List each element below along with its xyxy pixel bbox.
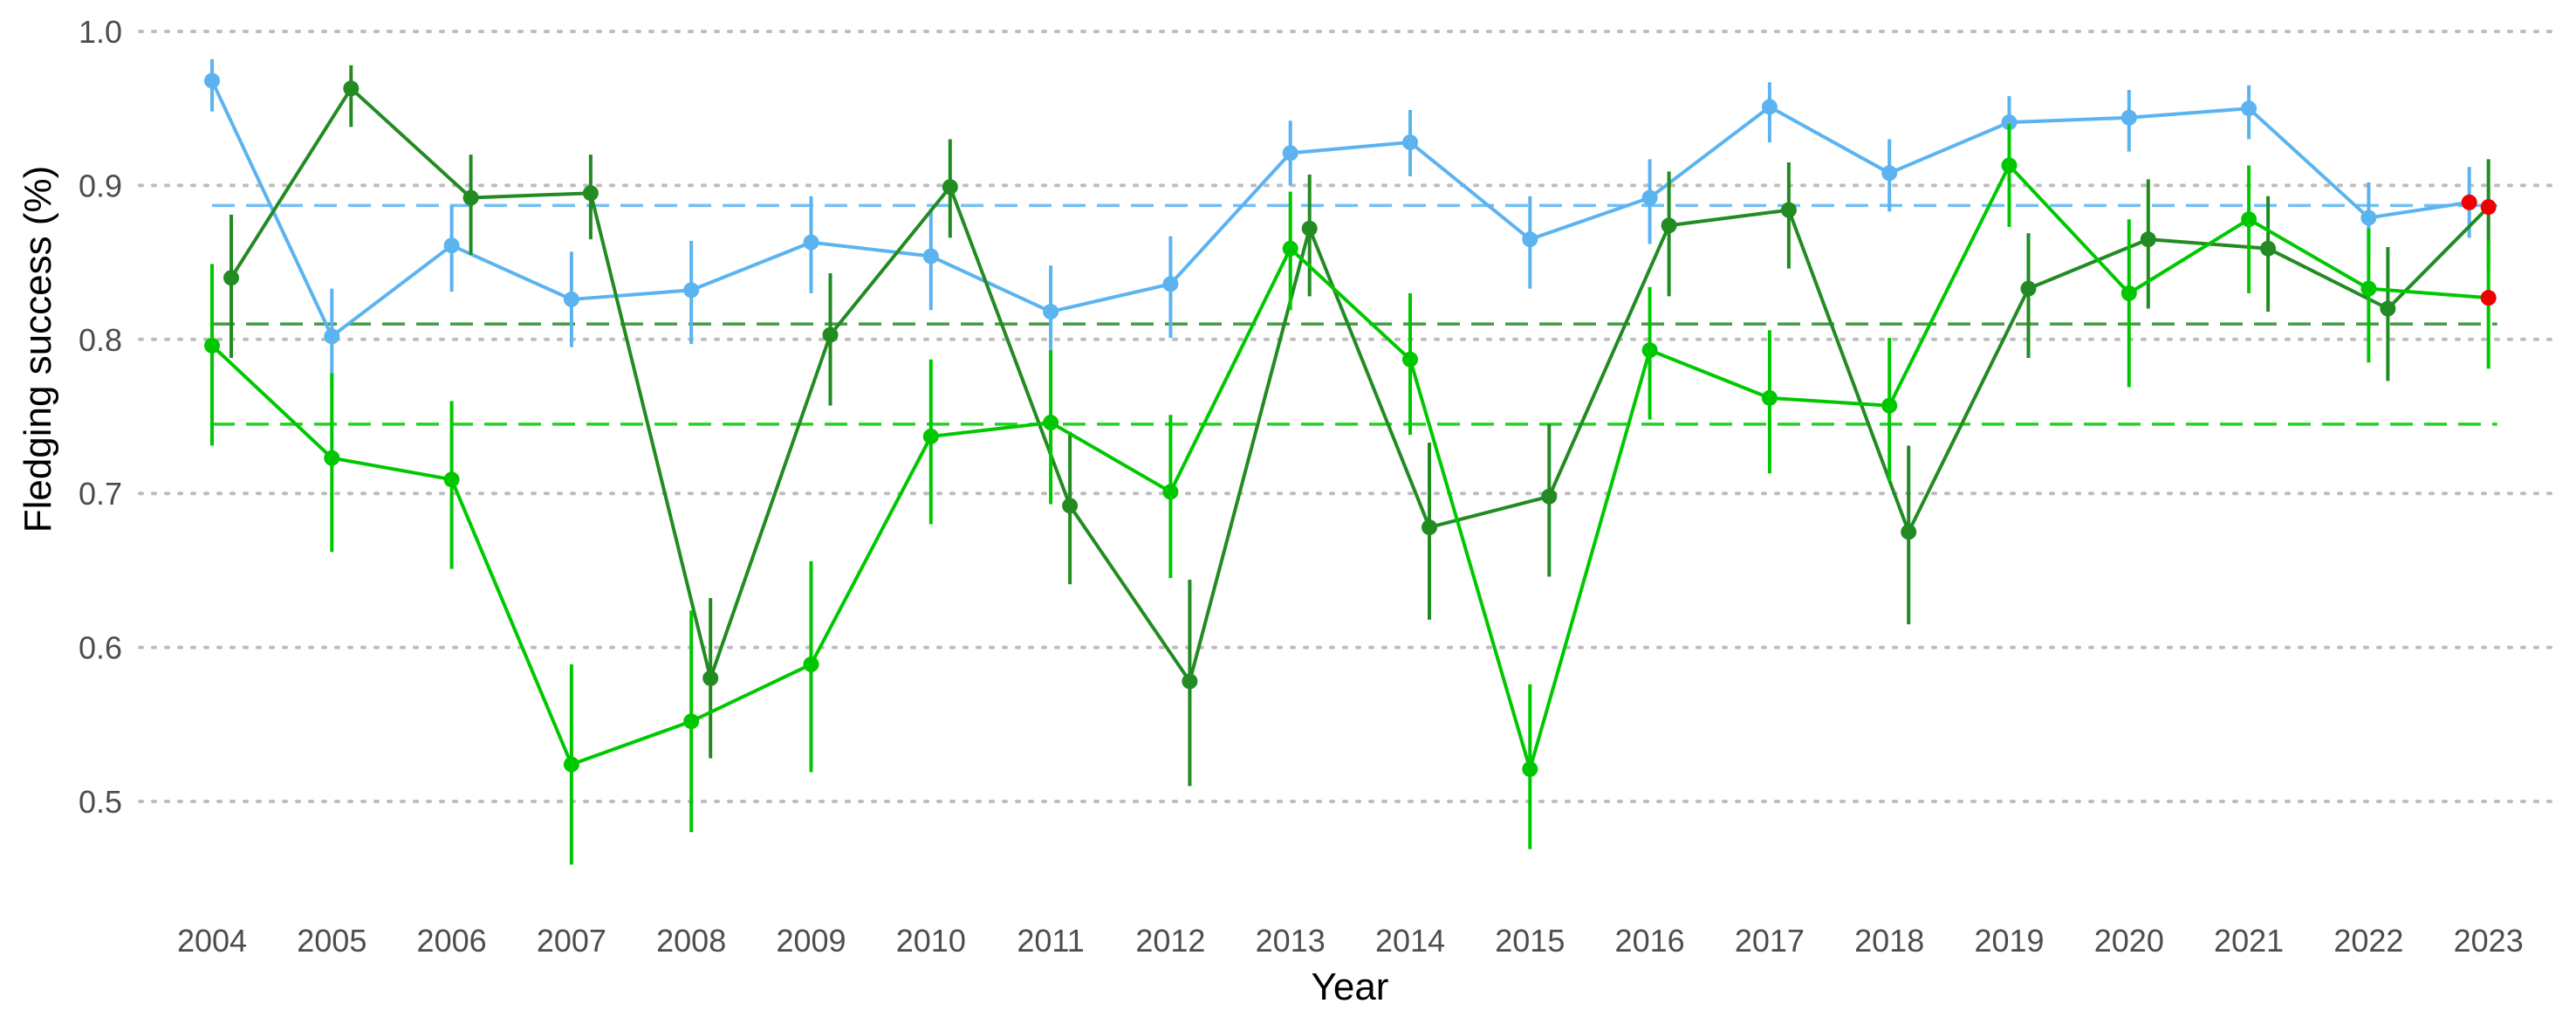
data-point <box>1301 220 1318 237</box>
data-point <box>1541 488 1558 505</box>
x-tick-label: 2007 <box>537 923 606 959</box>
highlight-point <box>2461 194 2477 210</box>
y-tick-label: 0.7 <box>79 476 122 512</box>
data-point <box>702 670 719 686</box>
data-point <box>1522 231 1538 248</box>
data-point <box>922 248 939 265</box>
data-point <box>1881 165 1898 182</box>
data-point <box>343 80 360 97</box>
x-tick-label: 2006 <box>417 923 487 959</box>
x-tick-label: 2004 <box>177 923 247 959</box>
x-tick-label: 2005 <box>297 923 367 959</box>
data-point <box>324 450 340 466</box>
x-tick-label: 2011 <box>1017 923 1084 959</box>
data-point <box>2120 109 2137 126</box>
data-point <box>1162 276 1179 292</box>
highlight-point <box>2480 199 2497 216</box>
data-point <box>1062 498 1079 514</box>
y-tick-label: 0.8 <box>79 322 122 358</box>
x-tick-label: 2013 <box>1256 923 1326 959</box>
x-tick-label: 2022 <box>2333 923 2403 959</box>
highlight-point <box>2480 290 2497 306</box>
series <box>204 123 2497 865</box>
y-tick-label: 0.9 <box>79 168 122 203</box>
x-tick-label: 2015 <box>1495 923 1565 959</box>
x-tick-label: 2020 <box>2094 923 2164 959</box>
data-point <box>942 179 958 196</box>
x-tick-label: 2016 <box>1615 923 1685 959</box>
data-point <box>1522 760 1538 777</box>
data-point <box>204 72 220 89</box>
data-point <box>2380 300 2396 317</box>
data-point <box>443 237 460 254</box>
data-point <box>2241 100 2257 117</box>
y-tick-label: 0.5 <box>79 784 122 820</box>
data-point <box>1780 202 1797 218</box>
data-point <box>683 713 700 730</box>
data-point <box>1761 389 1778 406</box>
x-tick-label: 2010 <box>896 923 966 959</box>
y-tick-label: 1.0 <box>79 14 122 50</box>
x-tick-label: 2014 <box>1375 923 1445 959</box>
series <box>223 65 2497 787</box>
data-point <box>1282 145 1298 162</box>
series-group <box>204 58 2497 865</box>
data-point <box>1881 397 1898 414</box>
data-point <box>1043 304 1059 320</box>
x-axis-title: Year <box>1312 966 1389 1008</box>
x-tick-label: 2012 <box>1135 923 1205 959</box>
x-tick-label: 2018 <box>1854 923 1924 959</box>
x-tick-label: 2021 <box>2214 923 2284 959</box>
data-point <box>443 471 460 488</box>
data-point <box>2001 157 2018 174</box>
data-point <box>223 270 239 286</box>
data-point <box>2241 211 2257 228</box>
data-point <box>922 428 939 444</box>
y-tick-label: 0.6 <box>79 630 122 666</box>
data-point <box>1402 351 1418 368</box>
data-point <box>822 326 839 343</box>
data-point <box>1282 240 1298 257</box>
data-point <box>324 328 340 345</box>
data-point <box>1901 524 1917 540</box>
data-point <box>1422 519 1437 536</box>
data-point <box>1641 342 1658 359</box>
data-point <box>803 234 819 251</box>
data-point <box>2260 240 2277 257</box>
data-point <box>2020 280 2037 297</box>
data-point <box>563 291 579 307</box>
gridlines <box>138 30 2563 803</box>
data-point <box>563 756 579 773</box>
data-point <box>1761 99 1778 115</box>
data-point <box>1162 484 1179 500</box>
data-point <box>2001 114 2018 131</box>
data-point <box>1661 217 1677 234</box>
y-axis-ticks: 0.5 0.6 0.7 0.8 0.9 1.0 <box>79 14 122 820</box>
data-point <box>2360 210 2377 226</box>
data-point <box>683 282 700 299</box>
x-tick-label: 2023 <box>2454 923 2524 959</box>
data-point <box>1182 673 1198 690</box>
data-point <box>582 185 599 202</box>
data-point <box>204 337 220 354</box>
data-point <box>2120 285 2137 301</box>
x-tick-label: 2017 <box>1735 923 1805 959</box>
series-line <box>230 86 2490 684</box>
x-axis-ticks: 2004 2005 2006 2007 2008 2009 2010 2011 2012 2013… <box>177 923 2524 959</box>
data-point <box>462 189 479 206</box>
data-point <box>1043 415 1059 431</box>
data-point <box>803 656 819 673</box>
series-line <box>210 163 2489 771</box>
data-point <box>1402 134 1418 151</box>
x-tick-label: 2009 <box>776 923 846 959</box>
x-tick-label: 2008 <box>656 923 726 959</box>
x-tick-label: 2019 <box>1974 923 2044 959</box>
data-point <box>2360 280 2377 297</box>
data-point <box>2140 231 2156 248</box>
data-point <box>1641 189 1658 206</box>
y-axis-title: Fledging success (%) <box>17 166 59 533</box>
series-line <box>210 79 2470 339</box>
